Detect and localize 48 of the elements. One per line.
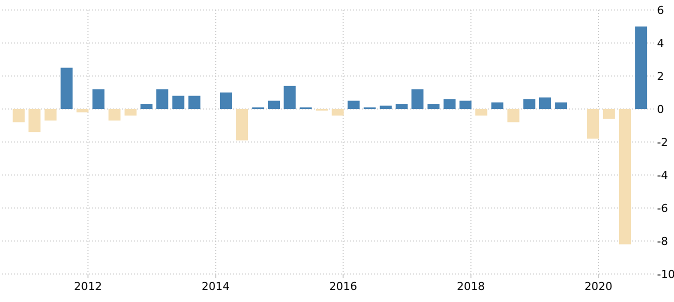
- x-tick-label: 2012: [74, 280, 102, 293]
- bar: [475, 109, 488, 116]
- bar: [332, 109, 344, 116]
- bar: [236, 109, 248, 140]
- x-tick-label: 2014: [202, 280, 230, 293]
- bar: [459, 100, 472, 109]
- y-tick-label: 2: [657, 70, 664, 83]
- y-tick-label: -6: [657, 202, 668, 215]
- bar: [635, 26, 648, 109]
- bar: [587, 109, 600, 139]
- bar: [156, 89, 168, 109]
- bar: [619, 109, 631, 244]
- x-tick-label: 2018: [456, 280, 485, 293]
- bar: [124, 109, 137, 116]
- y-tick-label: -4: [657, 168, 668, 182]
- bar: [268, 100, 280, 109]
- x-tick-label: 2020: [584, 280, 612, 293]
- bar: [172, 96, 184, 109]
- bar: [491, 102, 504, 109]
- bar: [555, 102, 568, 109]
- bar: [428, 104, 440, 109]
- bar: [396, 104, 408, 109]
- bar: [284, 86, 296, 109]
- bar: [538, 97, 551, 109]
- x-tick-label: 2016: [329, 280, 358, 293]
- bar: [60, 68, 73, 109]
- bar: [44, 109, 57, 121]
- bar: [188, 96, 200, 109]
- y-tick-label: 4: [657, 36, 664, 50]
- bar: [380, 106, 392, 109]
- y-tick-label: -2: [657, 136, 668, 149]
- bar: [602, 109, 615, 119]
- bar: [523, 99, 536, 109]
- bar: [220, 92, 232, 109]
- bar: [12, 109, 25, 122]
- bar: [348, 100, 360, 109]
- bar: [108, 109, 121, 121]
- bar: [507, 109, 520, 122]
- bar: [444, 99, 456, 109]
- y-tick-label: -8: [657, 234, 668, 248]
- y-tick-label: 0: [657, 102, 664, 116]
- y-tick-label: 6: [657, 4, 664, 17]
- bar: [76, 109, 89, 112]
- bar: [92, 89, 104, 109]
- bar: [28, 109, 40, 132]
- y-tick-label: -10: [657, 268, 674, 281]
- bar: [140, 104, 152, 109]
- bar: [411, 89, 424, 109]
